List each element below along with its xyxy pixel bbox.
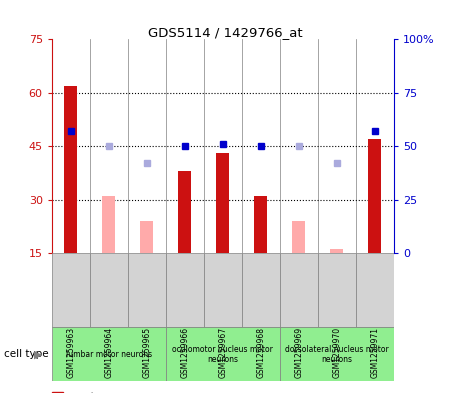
Bar (166, 253, 204, 327)
Bar (52, 253, 90, 327)
Bar (254, 196, 267, 253)
Text: GDS5114 / 1429766_at: GDS5114 / 1429766_at (148, 26, 302, 39)
Bar (242, 253, 280, 327)
Text: lumbar motor neurons: lumbar motor neurons (66, 350, 152, 359)
Text: GSM1259964: GSM1259964 (104, 327, 113, 378)
Bar (216, 153, 230, 253)
Bar (128, 253, 166, 327)
Bar (330, 250, 343, 253)
Bar (178, 171, 191, 253)
Bar (52, 327, 166, 381)
Text: GSM1259963: GSM1259963 (66, 327, 75, 378)
Bar (166, 327, 280, 381)
Text: cell type: cell type (4, 349, 49, 359)
Bar (356, 253, 394, 327)
Bar (280, 253, 318, 327)
Bar (280, 327, 394, 381)
Bar (318, 253, 356, 327)
Text: GSM1259968: GSM1259968 (256, 327, 265, 378)
Text: ▶: ▶ (34, 349, 42, 359)
Text: oculomotor nucleus motor
neurons: oculomotor nucleus motor neurons (172, 345, 273, 364)
Bar (204, 253, 242, 327)
Bar (292, 221, 306, 253)
Text: GSM1259966: GSM1259966 (180, 327, 189, 378)
Text: count: count (68, 391, 95, 393)
Bar (140, 221, 153, 253)
Text: GSM1259967: GSM1259967 (218, 327, 227, 378)
Text: dorsolateral nucleus motor
neurons: dorsolateral nucleus motor neurons (285, 345, 389, 364)
Text: GSM1259971: GSM1259971 (370, 327, 379, 378)
Bar (368, 139, 382, 253)
Text: GSM1259969: GSM1259969 (294, 327, 303, 378)
Bar (90, 253, 128, 327)
Bar (64, 86, 77, 253)
Text: GSM1259970: GSM1259970 (332, 327, 341, 378)
Bar (102, 196, 115, 253)
Text: GSM1259965: GSM1259965 (142, 327, 151, 378)
